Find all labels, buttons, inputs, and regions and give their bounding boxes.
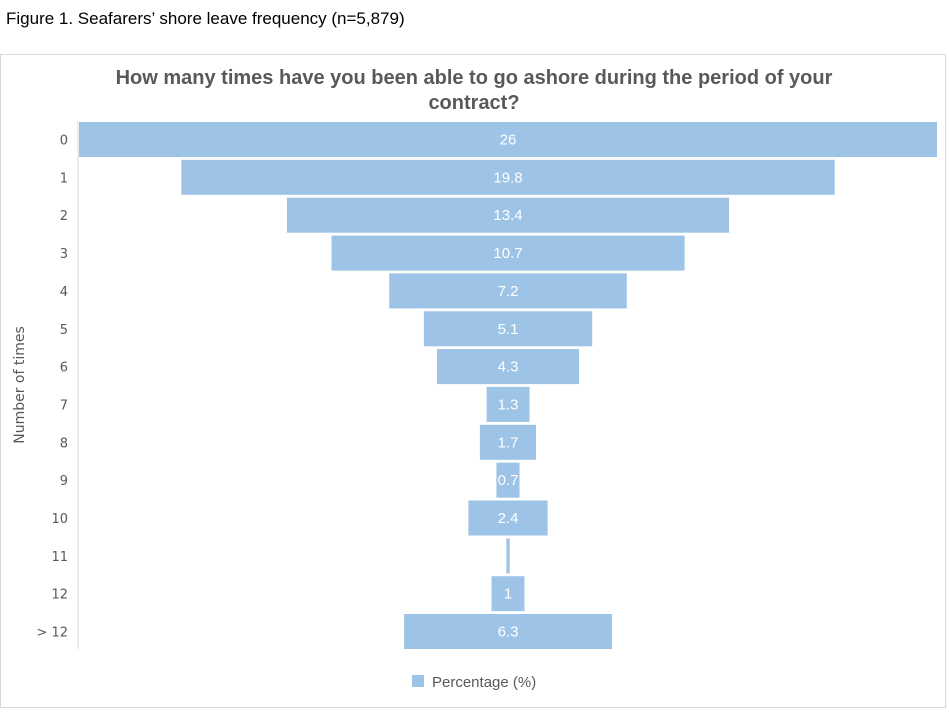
bar-6 xyxy=(437,349,579,385)
y-tick-label-6: 6 xyxy=(60,361,68,376)
bar-0 xyxy=(79,122,937,157)
y-tick-label-4: 4 xyxy=(60,285,68,300)
figure-caption: Figure 1. Seafarers’ shore leave frequen… xyxy=(6,9,405,28)
data-label-8: 1.7 xyxy=(498,434,519,451)
y-tick-label-12: 12 xyxy=(51,588,68,603)
bar-9 xyxy=(496,462,520,498)
y-tick-label-9: 9 xyxy=(60,474,68,489)
bar-3 xyxy=(331,235,685,271)
data-label-12: 1 xyxy=(504,586,512,603)
funnel-chart: How many times have you been able to go … xyxy=(12,67,937,691)
bar-4 xyxy=(389,273,627,309)
y-axis-label: Number of times xyxy=(12,326,28,444)
bar-13 xyxy=(404,614,612,649)
data-label-3: 10.7 xyxy=(493,245,522,262)
y-tick-label-10: 10 xyxy=(51,512,68,527)
chart-title-line-1: How many times have you been able to go … xyxy=(116,67,833,89)
y-tick-label-1: 1 xyxy=(60,171,68,186)
bar-12 xyxy=(491,576,525,612)
bar-1 xyxy=(181,159,835,195)
y-tick-label-2: 2 xyxy=(60,209,68,224)
data-label-5: 5.1 xyxy=(498,321,519,338)
y-tick-label-7: 7 xyxy=(60,398,68,413)
y-tick-label-3: 3 xyxy=(60,247,68,262)
data-label-13: 6.3 xyxy=(498,624,519,641)
bar-5 xyxy=(423,311,593,347)
bar-11 xyxy=(506,538,510,574)
y-tick-label-8: 8 xyxy=(60,436,68,451)
legend-swatch xyxy=(412,675,424,687)
bar-2 xyxy=(286,197,730,233)
chart-frame: How many times have you been able to go … xyxy=(0,54,946,708)
bar-7 xyxy=(486,386,530,422)
data-label-6: 4.3 xyxy=(498,359,519,376)
data-label-10: 2.4 xyxy=(498,510,519,527)
bars-layer: 26 0 19.8 1 13.4 2 10.7 3 7.2 4 5.1 5 4.3 6 1.3 7 1.7 8 0.… xyxy=(36,122,937,649)
data-label-4: 7.2 xyxy=(498,283,519,300)
bar-10 xyxy=(468,500,548,536)
y-tick-label-0: 0 xyxy=(60,134,68,149)
legend-label: Percentage (%) xyxy=(432,674,536,691)
data-label-9: 0.7 xyxy=(498,472,519,489)
data-label-2: 13.4 xyxy=(493,207,522,224)
data-label-7: 1.3 xyxy=(498,396,519,413)
bar-8 xyxy=(479,424,536,460)
legend: Percentage (%) xyxy=(412,674,536,691)
y-tick-label-11: 11 xyxy=(51,550,68,565)
chart-title-line-2: contract? xyxy=(428,92,519,114)
data-label-1: 19.8 xyxy=(493,169,522,186)
data-label-0: 26 xyxy=(500,132,517,149)
y-tick-label-5: 5 xyxy=(60,323,68,338)
y-tick-label-13: > 12 xyxy=(36,626,68,641)
